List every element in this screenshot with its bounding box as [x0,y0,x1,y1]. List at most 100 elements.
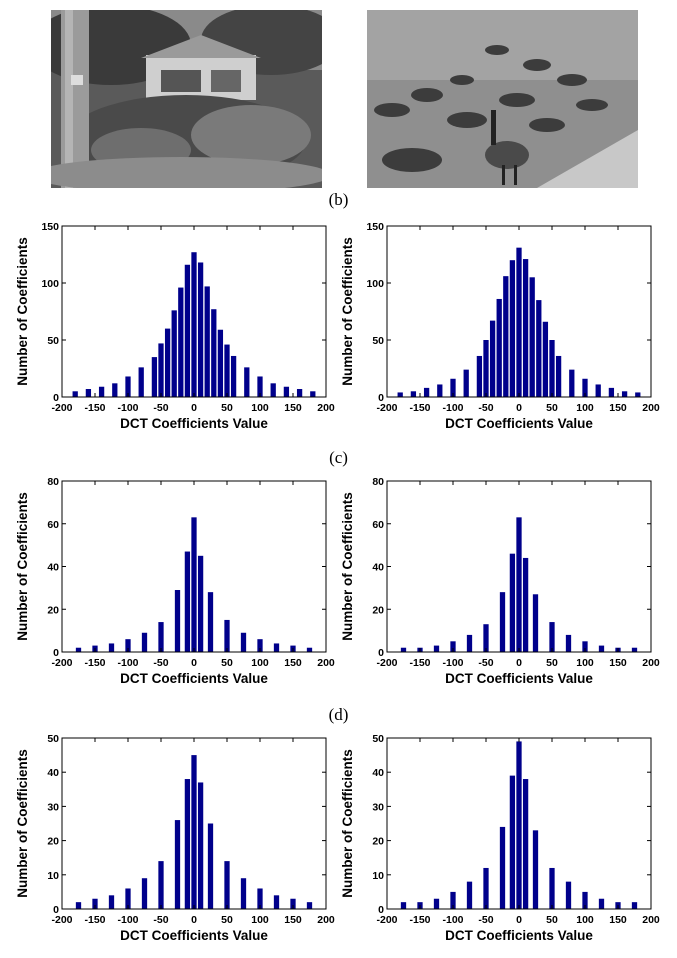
histogram-c-left: -200 -150 -100 -50 0 50 100 150 200 0 50 100 150 DCT … [0,218,340,436]
bar [503,276,509,397]
bar [184,779,191,909]
bar [450,641,456,652]
y-tick-label: 10 [372,870,384,882]
x-tick-label: -200 [376,657,397,669]
bar [549,867,555,909]
bar [217,329,224,397]
x-tick-label: 150 [284,657,302,669]
y-tick-label: 0 [53,904,59,916]
bar [489,320,496,397]
x-tick-label: -100 [442,402,463,414]
geese-photo [367,10,638,188]
x-tick-label: -150 [409,914,430,926]
x-tick-label: -150 [84,914,105,926]
bar [283,386,290,397]
bar [125,888,131,909]
x-axis-label: DCT Coefficients Value [445,928,593,943]
bar [522,557,529,652]
y-tick-label: 20 [372,604,384,616]
bar [565,634,572,652]
y-tick-label: 0 [53,647,59,659]
y-tick-label: 60 [372,519,384,531]
x-tick-label: -50 [153,914,168,926]
y-tick-label: 30 [47,801,59,813]
x-tick-label: 200 [317,657,335,669]
bar [296,389,303,397]
x-tick-label: 0 [516,657,522,669]
bar [621,391,628,397]
garden-photo [51,10,322,188]
x-tick-label: -200 [51,657,72,669]
bar [257,888,263,909]
x-tick-label: 100 [576,914,594,926]
bar [532,594,539,652]
bar [608,387,615,397]
y-tick-label: 100 [366,278,384,290]
bar [207,592,214,652]
x-tick-label: 50 [546,657,558,669]
bar [565,881,572,909]
y-axis-label: Number of Coefficients [15,749,30,898]
x-axis-label: DCT Coefficients Value [120,416,268,431]
histogram-d-left: -200 -150 -100 -50 0 50 100 150 200 0 20 40 60 80 DCT … [0,473,340,691]
y-tick-label: 50 [372,733,384,745]
bar [555,355,562,397]
bar [273,643,280,652]
x-tick-label: 150 [609,402,627,414]
y-tick-label: 40 [372,562,384,574]
x-tick-label: -150 [84,402,105,414]
y-tick-label: 20 [372,836,384,848]
bar [529,277,535,397]
bar [466,881,473,909]
bar [476,355,483,397]
x-tick-label: 50 [221,914,233,926]
bar [257,639,263,652]
bar [211,309,217,397]
y-tick-label: 40 [372,767,384,779]
y-tick-label: 150 [41,221,59,233]
bar [437,384,443,397]
y-tick-label: 0 [378,392,384,404]
bar [516,741,522,909]
x-tick-label: 50 [221,402,233,414]
bar [635,392,641,397]
bar [433,898,440,909]
y-axis-label: Number of Coefficients [340,749,355,898]
bar [483,867,489,909]
bar [582,641,588,652]
x-tick-label: -200 [376,402,397,414]
bar [631,902,638,909]
bar [595,384,601,397]
x-tick-label: 0 [191,657,197,669]
x-tick-label: -50 [153,657,168,669]
histogram-d-right: -200 -150 -100 -50 0 50 100 150 200 0 20 40 60 80 DCT … [325,473,665,691]
bar [191,517,197,652]
y-tick-label: 150 [366,221,384,233]
y-tick-label: 60 [47,519,59,531]
bar [108,643,115,652]
y-axis-label: Number of Coefficients [340,237,355,386]
x-tick-label: 0 [191,402,197,414]
bar [509,553,516,652]
bar [466,634,473,652]
x-tick-label: 150 [284,402,302,414]
bar [207,823,214,909]
x-tick-label: -50 [478,402,493,414]
x-axis-label: DCT Coefficients Value [120,928,268,943]
bar [191,252,197,397]
x-tick-label: -100 [442,914,463,926]
bar [496,298,502,397]
bar [397,392,403,397]
x-tick-label: -200 [51,914,72,926]
bar [141,632,148,652]
bar [174,590,181,652]
y-tick-label: 0 [378,647,384,659]
bar [450,891,456,909]
y-axis-label: Number of Coefficients [15,237,30,386]
bar [75,647,82,652]
bar [582,891,588,909]
x-tick-label: -50 [478,657,493,669]
y-tick-label: 20 [47,604,59,616]
x-tick-label: 150 [284,914,302,926]
bar [569,369,575,397]
